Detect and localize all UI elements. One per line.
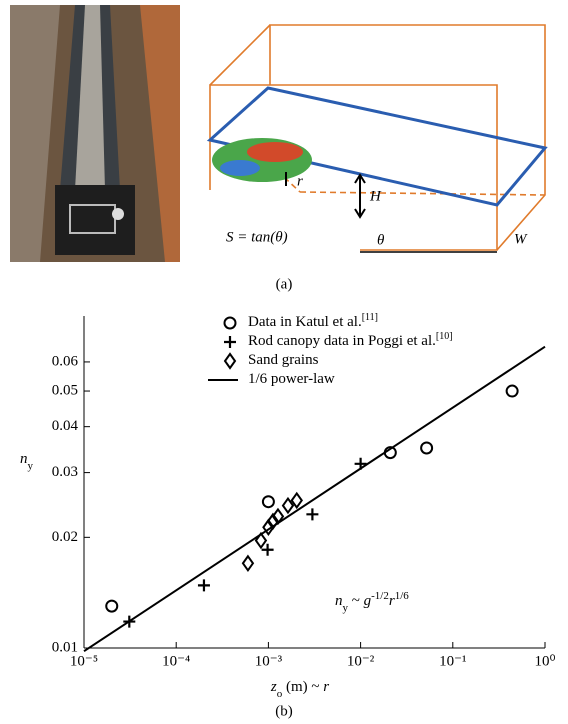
circle-marker: [106, 601, 117, 612]
y-tick-label: 0.06: [52, 353, 79, 369]
plus-marker: [224, 336, 236, 348]
label-h: H: [369, 188, 382, 204]
circle-marker: [507, 386, 518, 397]
y-tick-label: 0.03: [52, 464, 78, 480]
x-axis-label-part: (m) ~: [282, 679, 323, 695]
x-tick-label: 10⁻⁴: [162, 653, 190, 669]
legend-entry: Sand grains: [248, 352, 319, 368]
y-axis-label-part: n: [20, 451, 28, 467]
caption-a: (a): [276, 276, 293, 292]
label-theta: θ: [377, 232, 385, 248]
legend-entry: Data in Katul et al.[11]: [248, 312, 378, 331]
x-tick-label: 10⁻²: [347, 653, 375, 669]
caption-b: (b): [275, 703, 293, 719]
circle-marker: [263, 496, 274, 507]
y-axis-label-part: y: [28, 460, 34, 472]
x-axis-label: zo (m) ~ r: [270, 679, 329, 699]
legend-name: Sand grains: [248, 352, 319, 368]
circle-marker: [225, 318, 236, 329]
legend-entry: Rod canopy data in Poggi et al.[10]: [248, 331, 453, 350]
y-tick-label: 0.02: [52, 529, 78, 545]
y-tick-label: 0.05: [52, 382, 78, 398]
annotation-part: -1/2: [371, 590, 389, 602]
y-tick-label: 0.01: [52, 639, 78, 655]
label-r: r: [297, 173, 303, 189]
legend-ref: [11]: [362, 312, 378, 323]
y-tick-label: 0.04: [52, 418, 79, 434]
diamond-marker: [243, 556, 253, 570]
x-axis-label-part: r: [323, 679, 329, 695]
annotation-part: n: [335, 593, 343, 609]
photo: [10, 5, 180, 262]
plus-marker: [306, 508, 318, 520]
y-axis-label: ny: [20, 451, 34, 471]
legend-ref: [10]: [436, 331, 453, 342]
legend-entry: 1/6 power-law: [248, 371, 335, 387]
diamond-marker: [225, 354, 235, 368]
circle-marker: [421, 442, 432, 453]
annotation-part: ~: [348, 593, 364, 609]
label-slope: S = tan(θ): [226, 229, 288, 245]
legend-name: Rod canopy data in Poggi et al.: [248, 333, 436, 349]
legend-name: Data in Katul et al.: [248, 314, 362, 330]
annotation-part: 1/6: [395, 590, 410, 602]
x-tick-label: 10⁻⁵: [70, 653, 98, 669]
plus-marker: [198, 579, 210, 591]
figure: r H S = tan(θ) θ W (a) (b) 10⁻⁵ 10⁻⁴ 10⁻³ 1…: [0, 0, 568, 724]
flume-diagram: [210, 25, 545, 252]
x-tick-label: 10⁻¹: [439, 653, 466, 669]
power-law-line: [84, 347, 545, 652]
x-tick-label: 10⁻³: [255, 653, 283, 669]
label-w: W: [514, 231, 528, 247]
legend-name: 1/6 power-law: [248, 371, 335, 387]
x-tick-label: 10⁰: [534, 653, 555, 669]
annotation: ny ~ g-1/2r1/6: [335, 590, 409, 614]
